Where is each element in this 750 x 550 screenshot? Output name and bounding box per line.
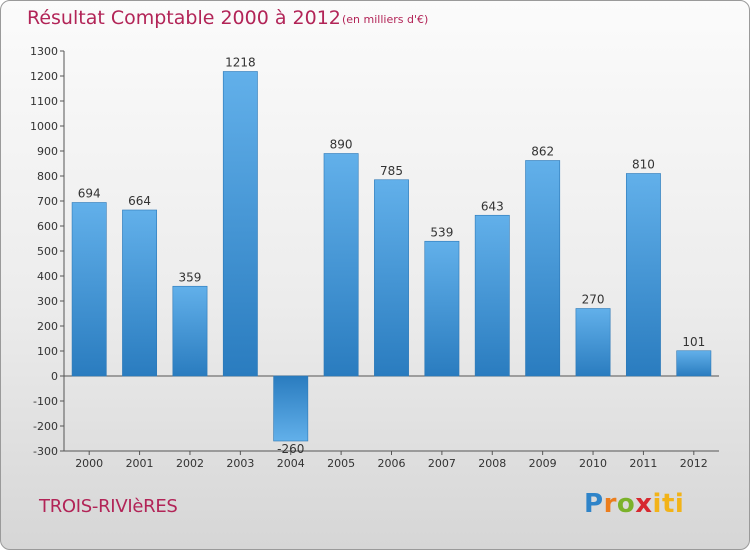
proxiti-logo: Proxiti xyxy=(584,489,684,519)
y-tick-label: 1000 xyxy=(30,120,58,133)
bar xyxy=(323,153,359,377)
data-label: 1218 xyxy=(225,56,256,70)
y-tick-label: 1100 xyxy=(30,95,58,108)
x-tick-label: 2009 xyxy=(529,457,557,470)
y-tick-label: 200 xyxy=(37,320,58,333)
bar xyxy=(122,209,158,377)
bar xyxy=(71,202,107,377)
y-tick-label: 800 xyxy=(37,170,58,183)
x-tick-label: 2004 xyxy=(277,457,305,470)
y-tick-label: 0 xyxy=(51,370,58,383)
x-tick-label: 2003 xyxy=(226,457,254,470)
y-tick-label: 900 xyxy=(37,145,58,158)
data-label: 270 xyxy=(582,293,605,307)
y-tick-label: -200 xyxy=(33,420,58,433)
y-tick-label: 600 xyxy=(37,220,58,233)
bar xyxy=(575,308,611,377)
data-label: 359 xyxy=(179,270,202,284)
y-tick-label: -100 xyxy=(33,395,58,408)
x-tick-label: 2012 xyxy=(680,457,708,470)
logo-letter-x: x xyxy=(635,489,653,519)
bar xyxy=(374,179,409,377)
data-label: 890 xyxy=(330,138,353,152)
data-label: 643 xyxy=(481,199,504,213)
data-label: 101 xyxy=(682,335,705,349)
x-tick-label: 2001 xyxy=(126,457,154,470)
y-tick-label: 1300 xyxy=(30,45,58,58)
x-tick-label: 2006 xyxy=(378,457,406,470)
x-tick-label: 2007 xyxy=(428,457,456,470)
logo-letter-p: P xyxy=(584,489,604,519)
x-tick-label: 2011 xyxy=(629,457,657,470)
data-label: 810 xyxy=(632,158,655,172)
bar xyxy=(625,173,661,377)
x-tick-label: 2005 xyxy=(327,457,355,470)
data-label: 785 xyxy=(380,164,403,178)
bar xyxy=(222,71,258,377)
y-tick-label: 100 xyxy=(37,345,58,358)
y-tick-label: -300 xyxy=(33,445,58,458)
logo-letter-r: r xyxy=(603,489,617,519)
bar xyxy=(525,160,561,377)
y-tick-label: 300 xyxy=(37,295,58,308)
y-tick-label: 1200 xyxy=(30,70,58,83)
data-label: 694 xyxy=(78,187,101,201)
y-tick-label: 700 xyxy=(37,195,58,208)
x-tick-label: 2000 xyxy=(75,457,103,470)
x-tick-label: 2010 xyxy=(579,457,607,470)
bar xyxy=(474,214,510,377)
data-label: 664 xyxy=(128,194,151,208)
data-label: 539 xyxy=(430,225,453,239)
chart-title: Résultat Comptable 2000 à 2012 xyxy=(27,7,341,29)
bar xyxy=(424,240,460,377)
chart-subtitle: (en milliers d'€) xyxy=(342,13,429,26)
x-tick-label: 2002 xyxy=(176,457,204,470)
logo-letters-iti: iti xyxy=(652,489,685,519)
logo-letter-o: o xyxy=(616,489,636,519)
data-label: -260 xyxy=(277,442,304,456)
x-tick-label: 2008 xyxy=(478,457,506,470)
bar xyxy=(273,375,309,442)
bar xyxy=(676,350,712,377)
commune-name: TROIS-RIVIèRES xyxy=(39,496,178,517)
data-label: 862 xyxy=(531,145,554,159)
y-tick-label: 400 xyxy=(37,270,58,283)
bar xyxy=(172,285,208,377)
y-tick-label: 500 xyxy=(37,245,58,258)
